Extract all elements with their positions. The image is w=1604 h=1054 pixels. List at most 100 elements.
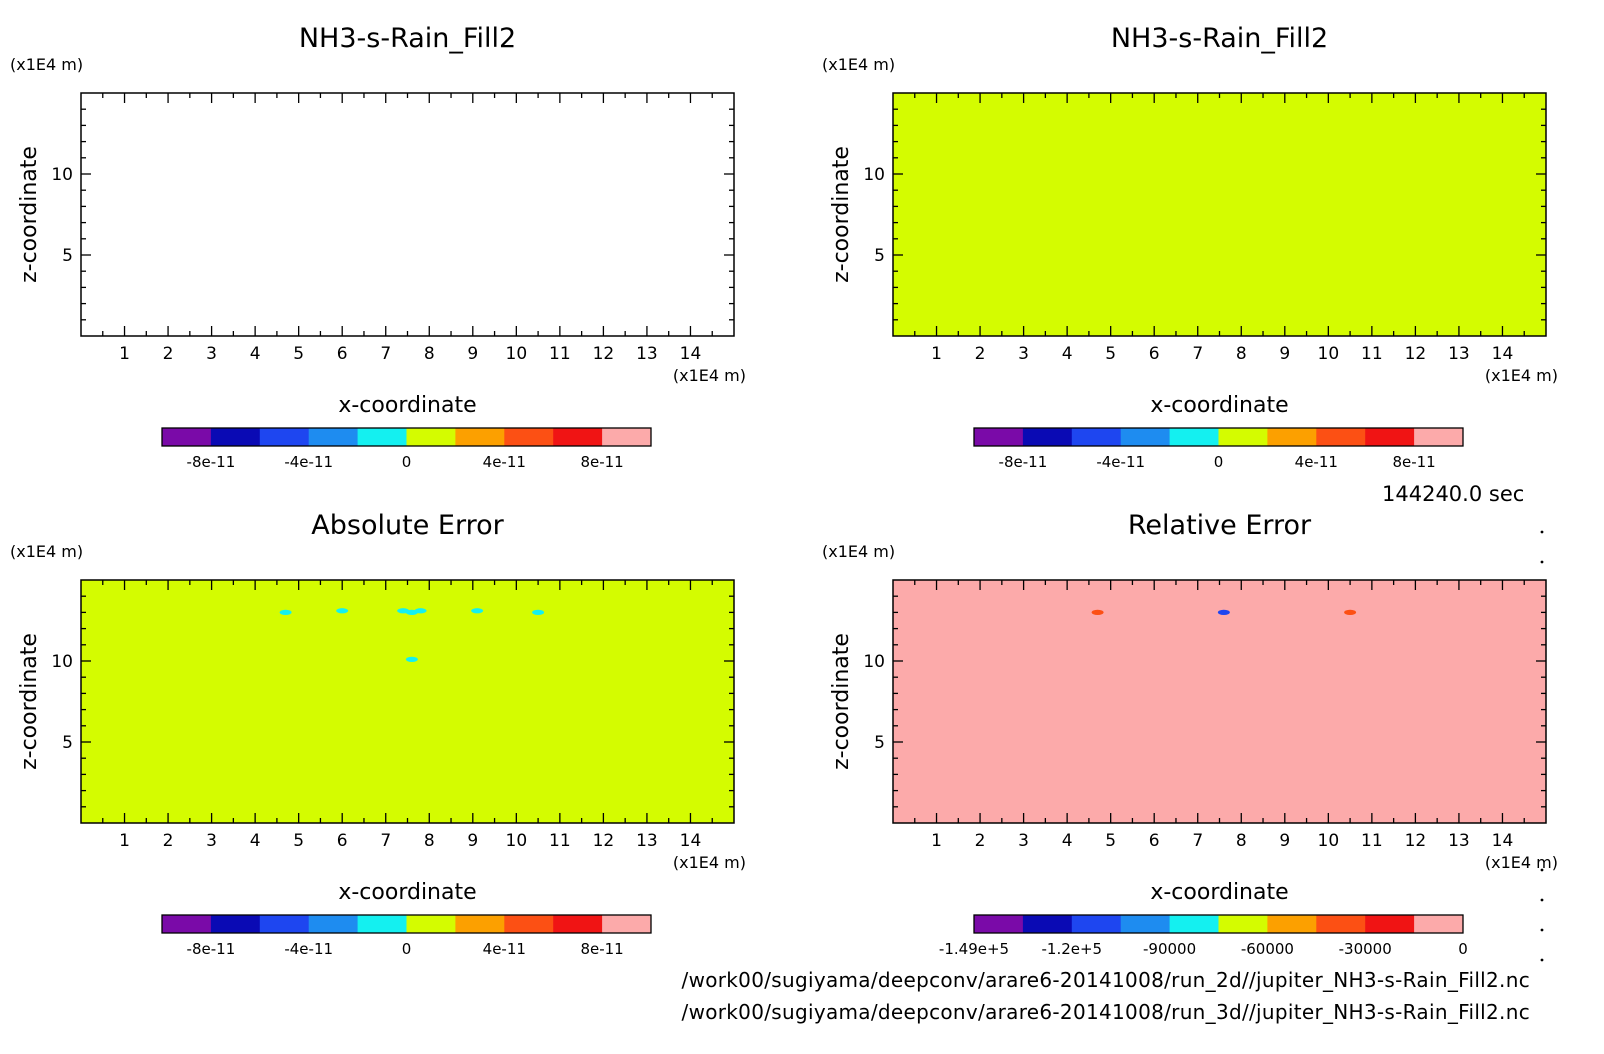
plot-frame	[80, 92, 735, 337]
colorbar-segment	[1218, 915, 1268, 933]
x-tick-label: 9	[467, 344, 478, 364]
colorbar-segment	[259, 915, 310, 933]
contour-feature	[414, 608, 427, 614]
x-tick-label: 9	[467, 831, 478, 851]
colorbar-label: -30000	[1339, 940, 1392, 958]
x-unit-label: (x1E4 m)	[673, 853, 746, 872]
x-tick-label: 12	[593, 831, 615, 851]
x-tick-label: 2	[975, 831, 986, 851]
colorbar-label: -8e-11	[999, 453, 1048, 471]
colorbar-segment	[406, 428, 456, 446]
margin-dot	[1540, 928, 1544, 932]
x-tick-label: 8	[424, 831, 435, 851]
colorbar-segment	[1022, 428, 1073, 446]
x-tick-label: 3	[206, 831, 217, 851]
colorbar-label: -4e-11	[1096, 453, 1145, 471]
y-axis-label: z-coordinate	[829, 146, 854, 283]
x-tick-label: 1	[931, 831, 942, 851]
x-tick-label: 3	[1018, 344, 1029, 364]
x-tick-label: 5	[293, 344, 304, 364]
x-axis-label: x-coordinate	[338, 880, 476, 905]
colorbar-segment	[1022, 915, 1073, 933]
colorbar-segment	[1365, 428, 1415, 446]
x-tick-label: 13	[636, 344, 658, 364]
x-tick-label: 4	[1062, 344, 1073, 364]
colorbar-segment	[504, 915, 554, 933]
colorbar-segment	[504, 428, 554, 446]
y-tick-label: 10	[863, 652, 885, 672]
colorbar-segment	[162, 915, 212, 933]
colorbar-label: 8e-11	[580, 940, 623, 958]
x-tick-label: 13	[1448, 344, 1470, 364]
contour-feature	[1344, 609, 1357, 616]
x-tick-label: 1	[931, 344, 942, 364]
x-tick-label: 7	[380, 831, 391, 851]
colorbar-label: 8e-11	[1392, 453, 1435, 471]
plot-fill	[81, 580, 734, 823]
x-tick-label: 2	[975, 344, 986, 364]
colorbar-segment	[1071, 428, 1122, 446]
colorbar-label: 0	[402, 453, 412, 471]
colorbar-segment	[357, 428, 407, 446]
x-axis-label: x-coordinate	[1150, 880, 1288, 905]
x-unit-label: (x1E4 m)	[1485, 366, 1558, 385]
colorbar-segment	[1414, 428, 1464, 446]
x-tick-label: 2	[163, 831, 174, 851]
x-tick-label: 4	[1062, 831, 1073, 851]
x-tick-label: 7	[380, 344, 391, 364]
colorbar-segment	[1218, 428, 1268, 446]
colorbar-segment	[406, 915, 456, 933]
colorbar-label: 8e-11	[580, 453, 623, 471]
colorbar-frame	[973, 427, 1464, 447]
colorbar-segment	[1414, 915, 1464, 933]
contour-feature	[336, 608, 349, 614]
x-tick-label: 12	[1405, 344, 1427, 364]
chart-title: Relative Error	[1128, 510, 1312, 541]
y-tick-label: 5	[874, 246, 885, 266]
y-axis-label: z-coordinate	[17, 146, 42, 283]
x-tick-label: 6	[1149, 831, 1160, 851]
x-tick-label: 13	[636, 831, 658, 851]
x-tick-label: 13	[1448, 831, 1470, 851]
colorbar-segment	[1120, 915, 1171, 933]
contour-feature	[405, 656, 418, 662]
colorbar-label: 4e-11	[483, 940, 526, 958]
y-unit-label: (x1E4 m)	[10, 542, 83, 561]
colorbar-frame	[161, 914, 652, 934]
x-tick-label: 11	[549, 344, 571, 364]
x-tick-label: 14	[1492, 344, 1514, 364]
x-tick-label: 10	[1318, 831, 1340, 851]
colorbar-segment	[308, 428, 359, 446]
colorbar-segment	[602, 428, 652, 446]
x-tick-label: 11	[1361, 344, 1383, 364]
colorbar-segment	[162, 428, 212, 446]
x-tick-label: 12	[593, 344, 615, 364]
colorbar-segment	[1071, 915, 1122, 933]
contour-feature	[279, 609, 292, 616]
colorbar-segment	[308, 915, 359, 933]
colorbar-label: -4e-11	[284, 453, 333, 471]
margin-dot	[1540, 530, 1544, 534]
x-tick-label: 10	[1318, 344, 1340, 364]
y-unit-label: (x1E4 m)	[822, 542, 895, 561]
x-tick-label: 8	[424, 344, 435, 364]
x-tick-label: 11	[549, 831, 571, 851]
colorbar-segment	[553, 428, 603, 446]
time-stamp: 144240.0 sec	[1382, 482, 1525, 506]
file-path-1: /work00/sugiyama/deepconv/arare6-2014100…	[681, 968, 1530, 992]
x-tick-label: 7	[1192, 344, 1203, 364]
colorbar-segment	[1316, 915, 1366, 933]
colorbar-label: 0	[1214, 453, 1224, 471]
colorbar-label: -90000	[1143, 940, 1196, 958]
colorbar-segment	[455, 428, 505, 446]
y-unit-label: (x1E4 m)	[10, 55, 83, 74]
y-axis-label: z-coordinate	[17, 633, 42, 770]
y-tick-label: 10	[51, 652, 73, 672]
x-unit-label: (x1E4 m)	[673, 366, 746, 385]
x-tick-label: 2	[163, 344, 174, 364]
colorbar-segment	[974, 428, 1024, 446]
x-tick-label: 7	[1192, 831, 1203, 851]
chart-panel-1: NH3-s-Rain_Fill2(x1E4 m)1 2 3 4 5 6 7 8 9 10 11 12 1…	[10, 23, 746, 471]
colorbar-label: 4e-11	[1295, 453, 1338, 471]
plot-fill	[893, 93, 1546, 336]
